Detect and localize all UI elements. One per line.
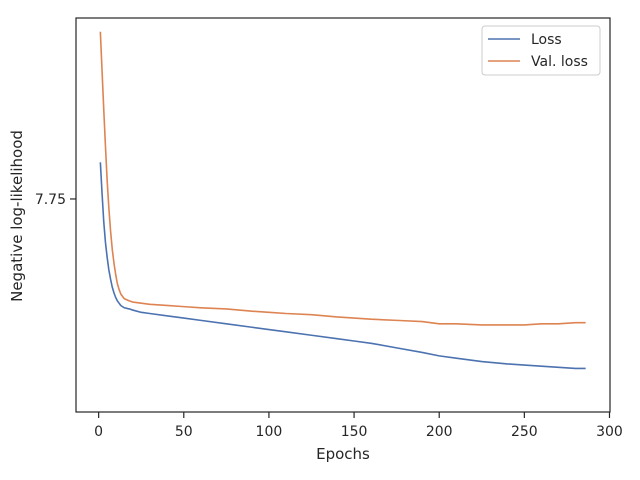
x-tick-label: 0: [94, 424, 103, 440]
y-axis-ticks: 7.75: [35, 192, 76, 208]
x-tick-label: 250: [511, 424, 538, 440]
legend: Loss Val. loss: [482, 26, 600, 75]
y-tick-label: 7.75: [35, 192, 66, 208]
x-tick-label: 300: [596, 424, 623, 440]
x-axis-label: Epochs: [316, 445, 370, 463]
x-axis-ticks: 0 50 100 150 200 250 300: [94, 412, 623, 440]
x-tick-label: 50: [175, 424, 193, 440]
y-axis-label: Negative log-likelihood: [8, 130, 26, 302]
legend-label-loss: Loss: [531, 32, 562, 48]
legend-label-val-loss: Val. loss: [531, 54, 588, 70]
x-tick-label: 100: [256, 424, 283, 440]
x-tick-label: 150: [341, 424, 368, 440]
x-tick-label: 200: [426, 424, 453, 440]
plot-background: [76, 18, 610, 412]
